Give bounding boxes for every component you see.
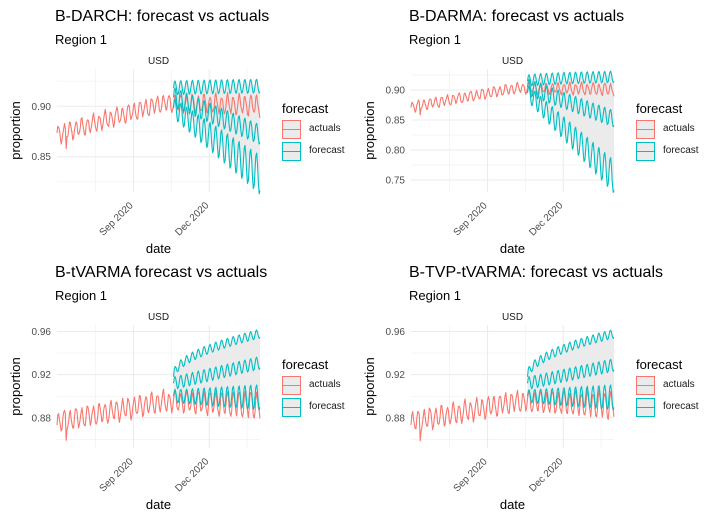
legend-title: forecast	[636, 357, 683, 372]
x-axis-title: date	[500, 497, 525, 512]
forecast-median-line	[526, 78, 615, 128]
y-tick-label: 0.88	[386, 413, 406, 424]
legend-key-actuals	[636, 376, 655, 395]
legend-label-forecast: forecast	[309, 145, 345, 156]
x-tick-label: Sep 2020	[98, 200, 136, 238]
legend: forecast actuals forecast	[636, 357, 699, 420]
y-tick-label: 0.80	[386, 146, 406, 157]
forecast-median-line	[526, 358, 615, 390]
x-tick-label: Dec 2020	[527, 200, 565, 238]
legend-label-forecast: forecast	[663, 401, 699, 412]
chart-title: B-DARMA: forecast vs actuals	[409, 8, 625, 25]
chart-subtitle: Region 1	[55, 32, 108, 47]
legend-item-forecast: forecast	[282, 398, 345, 420]
actuals-line	[56, 92, 261, 150]
x-tick-label: Sep 2020	[98, 456, 136, 494]
forecast-upper-line	[526, 329, 615, 377]
chart-panel-darma: B-DARMA: forecast vs actuals Region 1 US…	[354, 0, 710, 258]
chart-title: B-tVARMA forecast vs actuals	[55, 264, 268, 281]
legend-key-actuals	[636, 120, 655, 139]
y-tick-label: 0.90	[32, 102, 52, 113]
y-axis-title: proportion	[8, 357, 23, 416]
forecast-upper-line	[172, 329, 261, 377]
facet-label: USD	[501, 312, 524, 323]
y-tick-label: 0.92	[386, 370, 406, 381]
y-axis-title: proportion	[362, 101, 377, 160]
x-axis-title: date	[146, 241, 171, 256]
legend-item-actuals: actuals	[636, 120, 695, 142]
legend-item-actuals: actuals	[636, 376, 695, 398]
chart-panel-tvarma: B-tVARMA forecast vs actuals Region 1 US…	[0, 256, 356, 514]
legend: forecast actuals forecast	[282, 101, 345, 164]
forecast-lower-line	[526, 384, 615, 411]
x-axis-title: date	[500, 241, 525, 256]
legend-title: forecast	[282, 101, 329, 116]
y-tick-label: 0.85	[32, 152, 52, 163]
y-axis-title: proportion	[8, 101, 23, 160]
x-tick-label: Dec 2020	[173, 456, 211, 494]
y-tick-label: 0.92	[32, 370, 52, 381]
y-tick-label: 0.96	[32, 327, 52, 338]
x-tick-label: Sep 2020	[452, 456, 490, 494]
chart-title: B-DARCH: forecast vs actuals	[55, 8, 270, 25]
actuals-line	[410, 81, 615, 116]
forecast-lower-line	[172, 384, 261, 411]
y-tick-label: 0.96	[386, 327, 406, 338]
x-tick-label: Sep 2020	[452, 200, 490, 238]
forecast-lower-line	[172, 99, 261, 195]
chart-panel-tvp-tvarma: B-TVP-tVARMA: forecast vs actuals Region…	[354, 256, 710, 514]
legend-title: forecast	[636, 101, 683, 116]
forecast-ribbon	[173, 79, 260, 194]
legend-label-forecast: forecast	[309, 401, 345, 412]
forecast-median-line	[172, 356, 261, 390]
legend-label-actuals: actuals	[309, 379, 341, 390]
legend-label-actuals: actuals	[309, 123, 341, 134]
legend-item-forecast: forecast	[636, 398, 699, 420]
legend: forecast actuals forecast	[636, 101, 699, 164]
chart-title: B-TVP-tVARMA: forecast vs actuals	[409, 264, 663, 281]
facet-label: USD	[147, 312, 170, 323]
legend-item-forecast: forecast	[636, 142, 699, 164]
legend-label-forecast: forecast	[663, 145, 699, 156]
y-tick-label: 0.88	[32, 413, 52, 424]
y-axis-title: proportion	[362, 357, 377, 416]
forecast-median-line	[172, 87, 261, 145]
legend-key-actuals	[282, 376, 301, 395]
y-tick-label: 0.85	[386, 116, 406, 127]
y-tick-label: 0.75	[386, 176, 406, 187]
legend-key-actuals	[282, 120, 301, 139]
facet-label: USD	[147, 56, 170, 67]
legend-label-actuals: actuals	[663, 123, 695, 134]
x-axis-title: date	[146, 497, 171, 512]
chart-subtitle: Region 1	[409, 288, 462, 303]
chart-panel-darch: B-DARCH: forecast vs actuals Region 1 US…	[0, 0, 356, 258]
legend-item-actuals: actuals	[282, 120, 341, 142]
forecast-lower-line	[526, 85, 615, 194]
legend-key-forecast	[636, 398, 655, 417]
forecast-upper-line	[172, 78, 261, 96]
legend-key-forecast	[282, 398, 301, 417]
legend-title: forecast	[282, 357, 329, 372]
chart-subtitle: Region 1	[409, 32, 462, 47]
x-tick-label: Dec 2020	[527, 456, 565, 494]
chart-subtitle: Region 1	[55, 288, 108, 303]
legend-key-forecast	[636, 142, 655, 161]
forecast-upper-line	[526, 70, 615, 87]
x-tick-label: Dec 2020	[173, 200, 211, 238]
actuals-line	[56, 388, 261, 441]
legend-item-forecast: forecast	[282, 142, 345, 164]
facet-label: USD	[501, 56, 524, 67]
legend-item-actuals: actuals	[282, 376, 341, 398]
actuals-line	[410, 389, 615, 442]
legend: forecast actuals forecast	[282, 357, 345, 420]
legend-label-actuals: actuals	[663, 379, 695, 390]
y-tick-label: 0.90	[386, 86, 406, 97]
legend-key-forecast	[282, 142, 301, 161]
